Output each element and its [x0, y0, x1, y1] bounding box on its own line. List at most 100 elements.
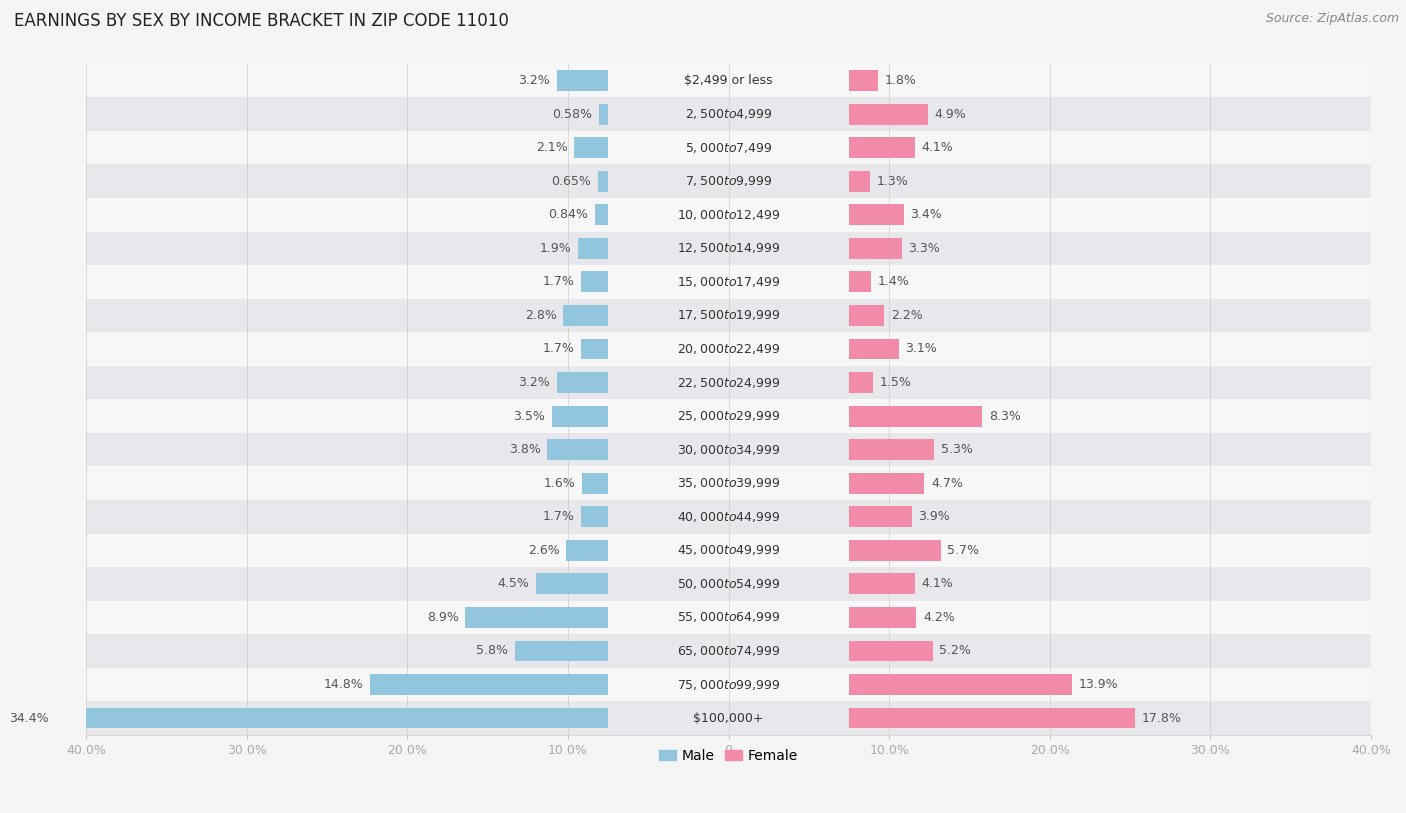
Bar [55, 707, 607, 728]
Bar [86, 533, 1371, 567]
Text: 1.7%: 1.7% [543, 276, 574, 289]
Text: 13.9%: 13.9% [1078, 678, 1118, 691]
Text: 2.2%: 2.2% [891, 309, 922, 322]
Bar [86, 298, 1371, 333]
Text: $100,000+: $100,000+ [693, 711, 763, 724]
Text: 3.2%: 3.2% [519, 74, 550, 87]
Bar [86, 667, 1371, 702]
Text: $50,000 to $54,999: $50,000 to $54,999 [676, 577, 780, 591]
Bar [849, 372, 873, 393]
Text: Source: ZipAtlas.com: Source: ZipAtlas.com [1265, 12, 1399, 25]
Text: $35,000 to $39,999: $35,000 to $39,999 [676, 476, 780, 490]
Text: 0.84%: 0.84% [548, 208, 588, 221]
Text: EARNINGS BY SEX BY INCOME BRACKET IN ZIP CODE 11010: EARNINGS BY SEX BY INCOME BRACKET IN ZIP… [14, 12, 509, 30]
Text: 34.4%: 34.4% [10, 711, 49, 724]
Bar [86, 131, 1371, 164]
Text: 1.6%: 1.6% [544, 476, 576, 489]
Bar [599, 104, 607, 124]
Bar [849, 305, 884, 326]
Text: 5.2%: 5.2% [939, 645, 970, 658]
Text: 4.2%: 4.2% [922, 611, 955, 624]
Text: 1.7%: 1.7% [543, 342, 574, 355]
Bar [86, 500, 1371, 533]
Text: $12,500 to $14,999: $12,500 to $14,999 [676, 241, 780, 255]
Text: $30,000 to $34,999: $30,000 to $34,999 [676, 442, 780, 457]
Bar [581, 272, 607, 293]
Text: 1.3%: 1.3% [876, 175, 908, 188]
Text: 1.8%: 1.8% [884, 74, 917, 87]
Text: 2.6%: 2.6% [529, 544, 560, 557]
Text: $45,000 to $49,999: $45,000 to $49,999 [676, 543, 780, 558]
Bar [849, 674, 1073, 695]
Text: 3.9%: 3.9% [918, 511, 950, 524]
Text: $7,500 to $9,999: $7,500 to $9,999 [685, 174, 772, 189]
Bar [86, 702, 1371, 735]
Text: 3.3%: 3.3% [908, 241, 941, 254]
Text: 4.9%: 4.9% [934, 107, 966, 120]
Text: $2,500 to $4,999: $2,500 to $4,999 [685, 107, 772, 121]
Bar [86, 433, 1371, 467]
Text: 4.5%: 4.5% [498, 577, 529, 590]
Bar [86, 198, 1371, 232]
Bar [578, 238, 607, 259]
Text: 1.4%: 1.4% [877, 276, 910, 289]
Bar [849, 406, 983, 427]
Bar [849, 104, 928, 124]
Bar [574, 137, 607, 158]
Text: 14.8%: 14.8% [325, 678, 364, 691]
Bar [849, 137, 915, 158]
Text: 17.8%: 17.8% [1142, 711, 1181, 724]
Bar [581, 506, 607, 527]
Bar [849, 607, 917, 628]
Bar [86, 399, 1371, 433]
Bar [536, 573, 607, 594]
Bar [849, 70, 877, 91]
Bar [86, 601, 1371, 634]
Text: 0.65%: 0.65% [551, 175, 591, 188]
Bar [598, 171, 607, 192]
Bar [849, 641, 932, 662]
Text: $5,000 to $7,499: $5,000 to $7,499 [685, 141, 772, 154]
Text: $40,000 to $44,999: $40,000 to $44,999 [676, 510, 780, 524]
Bar [86, 366, 1371, 399]
Bar [86, 98, 1371, 131]
Text: 0.58%: 0.58% [553, 107, 592, 120]
Text: 4.1%: 4.1% [921, 141, 953, 154]
Bar [86, 164, 1371, 198]
Text: 8.3%: 8.3% [988, 410, 1021, 423]
Bar [86, 63, 1371, 98]
Bar [86, 567, 1371, 601]
Text: 2.1%: 2.1% [536, 141, 568, 154]
Text: $20,000 to $22,499: $20,000 to $22,499 [676, 342, 780, 356]
Bar [86, 467, 1371, 500]
Text: $55,000 to $64,999: $55,000 to $64,999 [676, 611, 780, 624]
Bar [562, 305, 607, 326]
Text: $22,500 to $24,999: $22,500 to $24,999 [676, 376, 780, 389]
Bar [849, 473, 925, 493]
Text: 1.7%: 1.7% [543, 511, 574, 524]
Text: 3.1%: 3.1% [905, 342, 936, 355]
Text: 5.7%: 5.7% [948, 544, 979, 557]
Text: $65,000 to $74,999: $65,000 to $74,999 [676, 644, 780, 658]
Bar [551, 406, 607, 427]
Bar [849, 573, 915, 594]
Bar [849, 506, 911, 527]
Bar [86, 634, 1371, 667]
Text: 5.3%: 5.3% [941, 443, 973, 456]
Text: $15,000 to $17,499: $15,000 to $17,499 [676, 275, 780, 289]
Text: $17,500 to $19,999: $17,500 to $19,999 [676, 308, 780, 323]
Bar [465, 607, 607, 628]
Bar [515, 641, 607, 662]
Text: 1.5%: 1.5% [880, 376, 911, 389]
Bar [849, 238, 903, 259]
Bar [370, 674, 607, 695]
Bar [557, 70, 607, 91]
Bar [849, 272, 872, 293]
Text: $2,499 or less: $2,499 or less [685, 74, 773, 87]
Legend: Male, Female: Male, Female [654, 743, 803, 768]
Bar [849, 439, 934, 460]
Bar [547, 439, 607, 460]
Bar [86, 333, 1371, 366]
Bar [557, 372, 607, 393]
Text: 1.9%: 1.9% [540, 241, 571, 254]
